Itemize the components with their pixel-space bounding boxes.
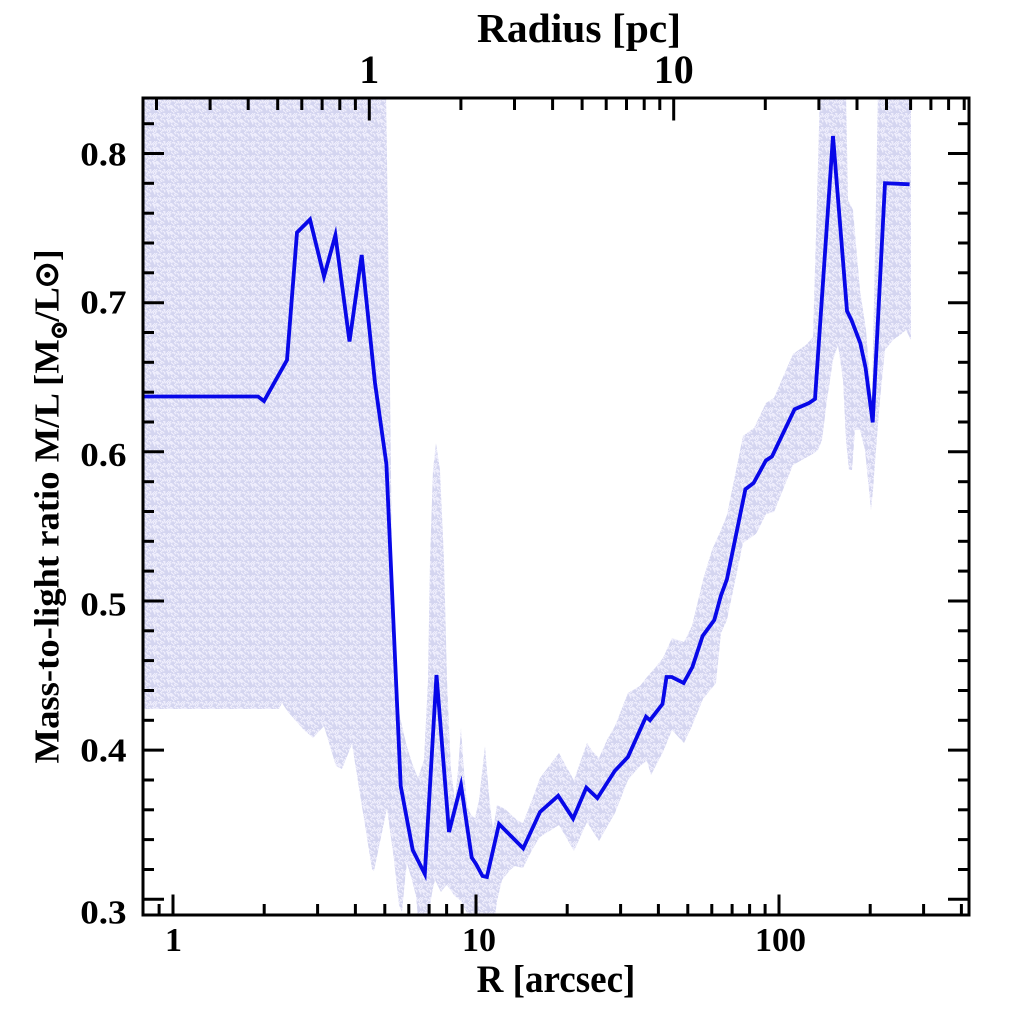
svg-text:1: 1 (165, 922, 182, 959)
svg-text:1: 1 (359, 47, 379, 92)
svg-text:Mass-to-light ratio M/L [M: Mass-to-light ratio M/L [M (27, 339, 66, 763)
svg-text:0.6: 0.6 (80, 435, 126, 473)
svg-text:10: 10 (462, 922, 496, 959)
svg-text:0.3: 0.3 (80, 893, 126, 931)
svg-text:100: 100 (755, 922, 806, 959)
svg-text:]: ] (28, 249, 67, 261)
svg-text:/L: /L (27, 287, 66, 323)
svg-text:10: 10 (654, 47, 694, 92)
svg-text:R [arcsec]: R [arcsec] (477, 958, 636, 1001)
svg-text:0.7: 0.7 (80, 283, 126, 321)
svg-text:Radius [pc]: Radius [pc] (477, 5, 681, 51)
svg-text:0.8: 0.8 (80, 135, 126, 173)
svg-text:0.5: 0.5 (80, 585, 126, 623)
svg-text:0.4: 0.4 (80, 731, 127, 769)
